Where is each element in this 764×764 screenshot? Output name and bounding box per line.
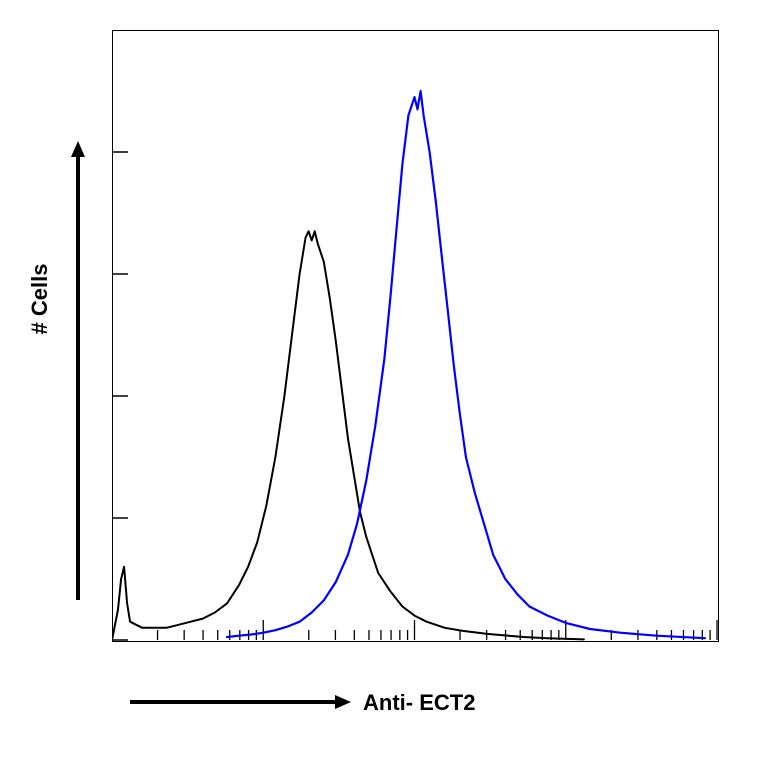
plot-svg: [112, 30, 719, 642]
x-axis-label: Anti- ECT2: [363, 690, 475, 716]
x-arrow-shaft: [130, 700, 335, 704]
y-axis-label: # Cells: [27, 259, 53, 339]
y-arrow-shaft: [76, 155, 80, 600]
y-arrow-head: [71, 141, 85, 157]
curve-anti-ect2: [227, 91, 705, 638]
x-arrow-head: [335, 695, 351, 709]
curve-control: [112, 231, 584, 640]
chart-container: # Cells Anti- ECT2: [0, 0, 764, 764]
